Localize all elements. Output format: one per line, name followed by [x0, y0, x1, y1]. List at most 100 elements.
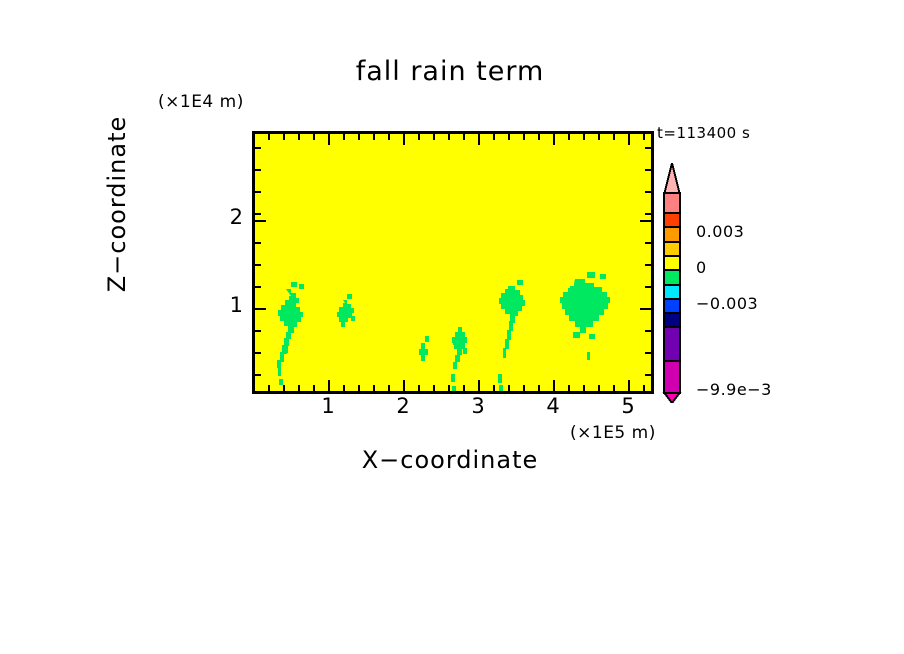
colorbar-band [663, 192, 681, 214]
x-minor-tick-top [448, 134, 450, 140]
x-minor-tick [343, 385, 345, 391]
colorbar-band [663, 269, 681, 286]
x-minor-tick-top [313, 134, 315, 140]
colorbar-band [663, 241, 681, 257]
x-minor-tick [508, 385, 510, 391]
x-minor-tick-top [268, 134, 270, 140]
x-tick-label: 5 [621, 394, 635, 418]
x-major-tick [628, 380, 630, 391]
colorbar-band [663, 255, 681, 271]
x-minor-tick [493, 385, 495, 391]
colorbar-band [663, 360, 681, 394]
x-minor-tick-top [538, 134, 540, 140]
y-tick-label: 2 [229, 205, 243, 229]
x-minor-tick-top [358, 134, 360, 140]
y-minor-tick-right [645, 242, 651, 244]
x-minor-tick [568, 385, 570, 391]
x-minor-tick-top [598, 134, 600, 140]
y-minor-tick [255, 147, 261, 149]
page-title: fall rain term [355, 56, 545, 87]
negative-contour-blobs [277, 272, 610, 391]
x-minor-tick [433, 385, 435, 391]
x-minor-tick [313, 385, 315, 391]
colorbar-tick-label: −0.003 [696, 294, 759, 313]
x-major-tick-top [478, 134, 480, 145]
x-major-tick [328, 380, 330, 391]
x-major-tick [403, 380, 405, 391]
time-annotation: t=113400 s [657, 124, 751, 142]
x-tick-label: 4 [546, 394, 560, 418]
y-minor-tick [255, 242, 261, 244]
x-minor-tick [418, 385, 420, 391]
y-major-tick [255, 308, 266, 310]
x-minor-tick [373, 385, 375, 391]
y-minor-tick [255, 213, 261, 215]
y-axis-unit-label: (×1E4 m) [158, 92, 244, 112]
colorbar-band [663, 326, 681, 362]
colorbar-band [663, 284, 681, 300]
x-major-tick [553, 380, 555, 391]
colorbar-band [663, 298, 681, 314]
x-minor-tick [523, 385, 525, 391]
x-major-tick-top [403, 134, 405, 145]
y-minor-tick [255, 352, 261, 354]
colorbar-tick-label: −9.9e−3 [696, 380, 772, 399]
x-minor-tick-top [568, 134, 570, 140]
colorbar-svg [662, 163, 682, 403]
x-major-tick-top [553, 134, 555, 145]
x-minor-tick [358, 385, 360, 391]
y-axis-title: Z−coordinate [103, 115, 131, 293]
y-minor-tick [255, 191, 261, 193]
x-minor-tick-top [283, 134, 285, 140]
x-minor-tick [388, 385, 390, 391]
x-axis-unit-label: (×1E5 m) [570, 423, 656, 443]
x-major-tick-top [628, 134, 630, 145]
y-major-tick [255, 220, 266, 222]
x-minor-tick [448, 385, 450, 391]
colorbar-over-arrow [663, 163, 681, 194]
y-minor-tick-right [645, 169, 651, 171]
y-major-tick-right [640, 220, 651, 222]
x-minor-tick-top [493, 134, 495, 140]
colorbar-tick-label: 0 [696, 258, 707, 277]
y-tick-label: 1 [229, 293, 243, 317]
plot-area [252, 131, 654, 394]
y-minor-tick [255, 330, 261, 332]
y-minor-tick-right [645, 264, 651, 266]
y-minor-tick [255, 286, 261, 288]
x-minor-tick [463, 385, 465, 391]
contour-field [255, 134, 651, 391]
x-minor-tick [298, 385, 300, 391]
colorbar-band [663, 212, 681, 228]
x-minor-tick-top [388, 134, 390, 140]
y-minor-tick-right [645, 330, 651, 332]
x-minor-tick-top [298, 134, 300, 140]
x-minor-tick [538, 385, 540, 391]
x-minor-tick-top [583, 134, 585, 140]
x-minor-tick-top [508, 134, 510, 140]
x-minor-tick [643, 385, 645, 391]
x-tick-label: 2 [396, 394, 410, 418]
colorbar-tick-label: 0.003 [696, 222, 745, 241]
x-minor-tick-top [613, 134, 615, 140]
y-minor-tick [255, 264, 261, 266]
x-tick-label: 3 [471, 394, 485, 418]
x-minor-tick [283, 385, 285, 391]
x-minor-tick [598, 385, 600, 391]
y-minor-tick [255, 169, 261, 171]
x-minor-tick-top [643, 134, 645, 140]
y-minor-tick-right [645, 147, 651, 149]
x-minor-tick-top [433, 134, 435, 140]
x-minor-tick-top [463, 134, 465, 140]
y-minor-tick-right [645, 352, 651, 354]
x-tick-label: 1 [321, 394, 335, 418]
y-minor-tick [255, 374, 261, 376]
x-minor-tick-top [523, 134, 525, 140]
y-minor-tick-right [645, 191, 651, 193]
y-minor-tick-right [645, 213, 651, 215]
x-minor-tick-top [418, 134, 420, 140]
x-minor-tick [268, 385, 270, 391]
x-axis-title: X−coordinate [361, 446, 539, 474]
colorbar-band [663, 226, 681, 243]
